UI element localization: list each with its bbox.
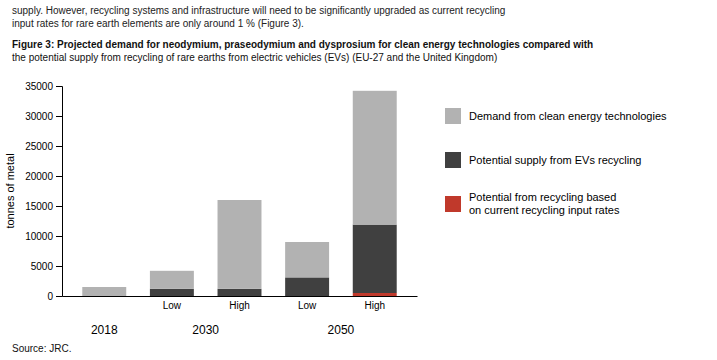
title-line: the potential supply from recycling of r… xyxy=(12,52,497,63)
y-tick: 5000 xyxy=(31,261,62,272)
y-tick: 0 xyxy=(47,291,62,302)
legend-label-line: Demand from clean energy technologies xyxy=(469,110,667,122)
legend-label-line: Potential supply from EVs recycling xyxy=(469,154,641,166)
y-tick: 20000 xyxy=(25,171,62,182)
legend-label-line: on current recycling input rates xyxy=(469,204,620,216)
x-tick: High xyxy=(229,296,250,311)
x-tick: Low xyxy=(298,296,317,311)
y-tick: 10000 xyxy=(25,231,62,242)
y-tick: 35000 xyxy=(25,81,62,92)
x-tick-label: Low xyxy=(298,300,317,311)
group-label: 2018 xyxy=(91,323,118,337)
bar-segment xyxy=(218,289,262,296)
y-tick: 30000 xyxy=(25,111,62,122)
bar-segment xyxy=(218,200,262,289)
y-axis-line xyxy=(56,87,63,297)
legend-item: Potential from recycling basedon current… xyxy=(445,191,620,216)
y-tick-label: 30000 xyxy=(25,111,53,122)
bar-segment xyxy=(353,225,397,293)
legend-swatch xyxy=(445,152,461,168)
legend: Demand from clean energy technologies Pot… xyxy=(445,108,667,216)
legend-label: Potential supply from EVs recycling xyxy=(469,154,641,166)
y-axis-title: tonnes of metal xyxy=(4,153,16,228)
annotation: input rates for rare earth elements are … xyxy=(12,18,304,29)
y-axis: 0 5000 10000 15000 20000 25000 30000 35000 xyxy=(25,81,62,302)
y-tick-label: 25000 xyxy=(25,141,53,152)
x-tick: High xyxy=(364,296,385,311)
x-axis: Low High Low High xyxy=(63,296,418,311)
group-label: 2030 xyxy=(192,323,219,337)
y-tick-mark xyxy=(56,296,62,297)
bar-segment xyxy=(353,293,397,296)
y-tick-mark xyxy=(56,206,62,207)
y-tick-label: 0 xyxy=(47,291,53,302)
source: Source: JRC. xyxy=(12,343,71,354)
bar-segment xyxy=(150,271,194,289)
y-tick-mark xyxy=(56,116,62,117)
legend-item: Demand from clean energy technologies xyxy=(445,108,667,124)
legend-swatch xyxy=(445,196,461,212)
y-tick-mark xyxy=(56,236,62,237)
y-tick-label: 15000 xyxy=(25,201,53,212)
bars xyxy=(82,91,396,296)
y-tick-mark xyxy=(56,86,62,87)
legend-item: Potential supply from EVs recycling xyxy=(445,152,641,168)
y-tick-label: 35000 xyxy=(25,81,53,92)
y-tick: 15000 xyxy=(25,201,62,212)
y-tick-mark xyxy=(56,266,62,267)
bar-segment xyxy=(285,242,329,277)
legend-label: Demand from clean energy technologies xyxy=(469,110,667,122)
bar-segment xyxy=(285,277,329,296)
group-label: 2050 xyxy=(328,323,355,337)
legend-label-line: Potential from recycling based xyxy=(469,191,616,203)
y-tick-mark xyxy=(56,176,62,177)
y-tick: 25000 xyxy=(25,141,62,152)
legend-label: Potential from recycling basedon current… xyxy=(469,191,620,216)
title: Figure 3: Projected demand for neodymium… xyxy=(12,39,593,63)
annotation: supply. However, recycling systems and i… xyxy=(12,5,505,16)
title-line: Figure 3: Projected demand for neodymium… xyxy=(12,39,593,50)
x-tick-label: High xyxy=(229,300,250,311)
x-axis-line xyxy=(63,296,418,297)
bar-segment xyxy=(82,287,126,296)
y-tick-label: 20000 xyxy=(25,171,53,182)
y-tick-mark xyxy=(56,146,62,147)
chart: supply. However, recycling systems and i… xyxy=(0,0,717,360)
x-tick-label: Low xyxy=(163,300,182,311)
legend-swatch xyxy=(445,108,461,124)
x-tick: Low xyxy=(163,296,182,311)
bar-segment xyxy=(353,91,397,225)
y-tick-label: 5000 xyxy=(31,261,54,272)
plot: 0 5000 10000 15000 20000 25000 30000 35000 tonne… xyxy=(4,81,418,337)
x-tick-label: High xyxy=(364,300,385,311)
y-tick-label: 10000 xyxy=(25,231,53,242)
bar-segment xyxy=(150,289,194,296)
